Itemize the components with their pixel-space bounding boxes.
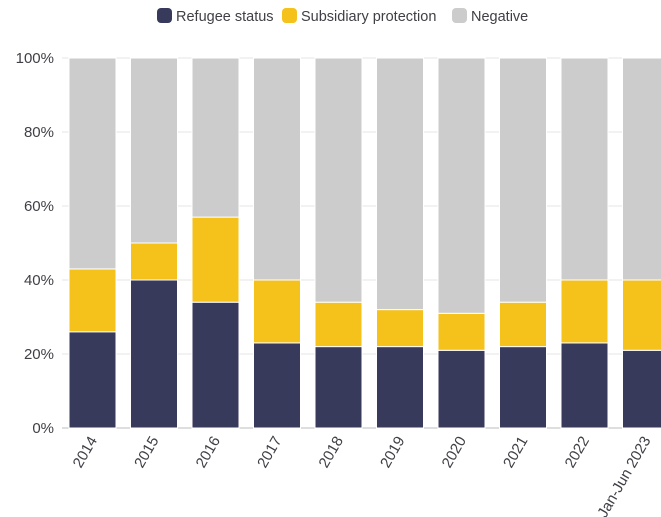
bar-segment-negative (191, 57, 240, 218)
legend: Refugee status Subsidiary protection Negat… (157, 8, 528, 25)
x-tick-label: 2021 (500, 434, 531, 471)
legend-swatch (157, 8, 172, 23)
x-tick-label: Jan-Jun 2023 (594, 434, 654, 517)
bar-segment-negative (314, 57, 363, 303)
bar-segment-subsidiary-protection (314, 301, 363, 348)
bar-segment-refugee-status (622, 349, 661, 429)
bar-segment-negative (560, 57, 609, 281)
bar-segment-subsidiary-protection (499, 301, 547, 348)
bar-segment-refugee-status (376, 346, 424, 429)
x-tick-label: 2017 (254, 434, 285, 471)
x-tick-label: 2015 (131, 434, 162, 471)
bar-segment-refugee-status (499, 346, 547, 429)
legend-label: Negative (471, 9, 528, 25)
bar-segment-negative (68, 57, 117, 270)
bar-segment-refugee-status (130, 279, 178, 429)
y-tick-label: 20% (24, 346, 54, 363)
bar-segment-refugee-status (314, 346, 363, 429)
bar-group (68, 57, 661, 429)
bar-segment-refugee-status (68, 331, 117, 429)
bar-segment-negative (253, 57, 301, 281)
legend-swatch (282, 8, 297, 23)
bar-segment-negative (130, 57, 178, 244)
bar-segment-subsidiary-protection (130, 242, 178, 281)
legend-label: Refugee status (176, 9, 274, 25)
y-tick-label: 60% (24, 198, 54, 215)
x-tick-label: 2020 (439, 434, 470, 471)
bar-segment-subsidiary-protection (68, 268, 117, 333)
x-tick-label: 2022 (562, 434, 593, 471)
bar-segment-negative (376, 57, 424, 311)
bar-segment-subsidiary-protection (437, 312, 486, 351)
y-tick-label: 100% (16, 50, 54, 67)
x-tick-label: 2014 (70, 434, 101, 471)
x-tick-label: 2019 (377, 434, 408, 471)
bar-segment-subsidiary-protection (376, 309, 424, 348)
bar-segment-negative (437, 57, 486, 314)
bar-segment-subsidiary-protection (622, 279, 661, 351)
y-tick-label: 40% (24, 272, 54, 289)
y-tick-label: 80% (24, 124, 54, 141)
bar-segment-subsidiary-protection (191, 216, 240, 303)
bar-segment-refugee-status (253, 342, 301, 429)
bar-segment-refugee-status (191, 301, 240, 429)
legend-swatch (452, 8, 467, 23)
bar-segment-negative (499, 57, 547, 303)
bar-segment-subsidiary-protection (253, 279, 301, 344)
x-tick-label: 2018 (316, 434, 347, 471)
y-axis: 0% 20% 40% 60% 80% 100% (16, 50, 54, 437)
bar-segment-negative (622, 57, 661, 281)
bar-segment-subsidiary-protection (560, 279, 609, 344)
x-axis: 2014 2015 2016 2017 2018 2019 2020 2021 2022 Jan-… (70, 434, 655, 517)
bar-segment-refugee-status (437, 349, 486, 429)
bar-segment-refugee-status (560, 342, 609, 429)
x-tick-label: 2016 (193, 434, 224, 471)
legend-label: Subsidiary protection (301, 9, 436, 25)
y-tick-label: 0% (32, 420, 54, 437)
